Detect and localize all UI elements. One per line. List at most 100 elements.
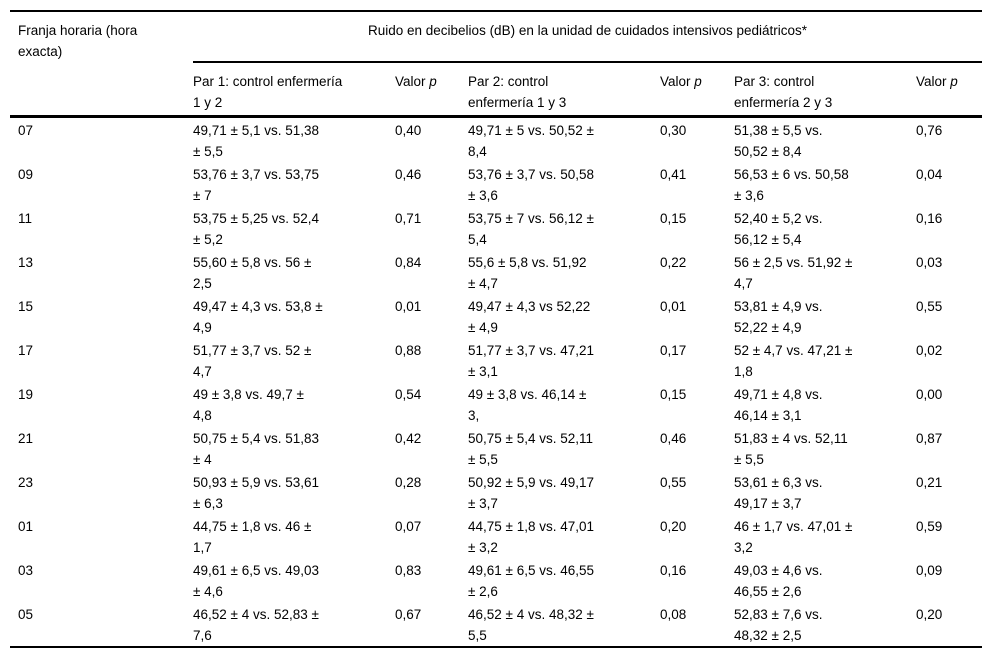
par1-pvalue-cell: 0,40: [395, 123, 422, 138]
table-row: 01 44,75 ± 1,8 vs. 46 ± 1,7 0,07 44,75 ±…: [10, 514, 982, 558]
par2-comparison-cell: 49 ± 3,8 vs. 46,14 ± 3,: [468, 387, 587, 423]
table-row: 05 46,52 ± 4 vs. 52,83 ± 7,6 0,67 46,52 …: [10, 602, 982, 647]
par2-pvalue-cell: 0,15: [660, 211, 687, 226]
hour-cell: 09: [18, 167, 34, 182]
p-symbol: p: [694, 74, 702, 89]
par3-pvalue-cell: 0,59: [916, 519, 943, 534]
par1-pvalue-cell: 0,67: [395, 607, 422, 622]
par3-comparison-cell: 52,40 ± 5,2 vs. 56,12 ± 5,4: [734, 211, 823, 247]
noise-table-container: Franja horaria (hora exacta) Ruido en de…: [10, 10, 982, 648]
par1-comparison-cell: 55,60 ± 5,8 vs. 56 ± 2,5: [193, 255, 312, 291]
par2-comparison-cell: 49,61 ± 6,5 vs. 46,55 ± 2,6: [468, 563, 594, 599]
par2-comparison-cell: 49,71 ± 5 vs. 50,52 ± 8,4: [468, 123, 594, 159]
table-row: 21 50,75 ± 5,4 vs. 51,83 ± 4 0,42 50,75 …: [10, 426, 982, 470]
par2-pvalue-cell: 0,30: [660, 123, 687, 138]
par1-comparison-cell: 49,71 ± 5,1 vs. 51,38 ± 5,5: [193, 123, 319, 159]
par1-pvalue-cell: 0,71: [395, 211, 422, 226]
par3-pvalue-cell: 0,20: [916, 607, 943, 622]
par2-comparison-cell: 53,75 ± 7 vs. 56,12 ± 5,4: [468, 211, 594, 247]
table-row: 19 49 ± 3,8 vs. 49,7 ± 4,8 0,54 49 ± 3,8…: [10, 382, 982, 426]
par2-comparison-cell: 51,77 ± 3,7 vs. 47,21 ± 3,1: [468, 343, 594, 379]
valor-label: Valor: [395, 74, 426, 89]
noise-levels-table: Franja horaria (hora exacta) Ruido en de…: [10, 10, 982, 648]
par3-comparison-cell: 51,38 ± 5,5 vs. 50,52 ± 8,4: [734, 123, 823, 159]
par2-comparison-cell: 55,6 ± 5,8 vs. 51,92 ± 4,7: [468, 255, 587, 291]
par2-comparison-cell: 46,52 ± 4 vs. 48,32 ± 5,5: [468, 607, 594, 643]
column-header-valor-p-1: Valor p: [395, 62, 468, 118]
p-symbol: p: [429, 74, 437, 89]
par2-comparison-cell: 53,76 ± 3,7 vs. 50,58 ± 3,6: [468, 167, 594, 203]
hour-cell: 03: [18, 563, 34, 578]
par1-comparison-cell: 46,52 ± 4 vs. 52,83 ± 7,6: [193, 607, 319, 643]
par1-pvalue-cell: 0,42: [395, 431, 422, 446]
par1-pvalue-cell: 0,88: [395, 343, 422, 358]
par1-comparison-cell: 49 ± 3,8 vs. 49,7 ± 4,8: [193, 387, 304, 423]
column-header-par1: Par 1: control enfermería 1 y 2: [193, 62, 395, 118]
par3-pvalue-cell: 0,76: [916, 123, 943, 138]
par2-pvalue-cell: 0,15: [660, 387, 687, 402]
par3-pvalue-cell: 0,87: [916, 431, 943, 446]
hour-cell: 05: [18, 607, 34, 622]
table-row: 03 49,61 ± 6,5 vs. 49,03 ± 4,6 0,83 49,6…: [10, 558, 982, 602]
table-row: 11 53,75 ± 5,25 vs. 52,4 ± 5,2 0,71 53,7…: [10, 206, 982, 250]
par3-pvalue-cell: 0,55: [916, 299, 943, 314]
par1-comparison-cell: 53,75 ± 5,25 vs. 52,4 ± 5,2: [193, 211, 319, 247]
p-symbol: p: [950, 74, 958, 89]
par1-comparison-cell: 50,75 ± 5,4 vs. 51,83 ± 4: [193, 431, 319, 467]
column-header-par2: Par 2: control enfermería 1 y 3: [468, 62, 660, 118]
par3-comparison-cell: 52,83 ± 7,6 vs. 48,32 ± 2,5: [734, 607, 823, 643]
par3-comparison-cell: 49,03 ± 4,6 vs. 46,55 ± 2,6: [734, 563, 823, 599]
par2-pvalue-cell: 0,01: [660, 299, 687, 314]
par3-pvalue-cell: 0,09: [916, 563, 943, 578]
par2-pvalue-cell: 0,20: [660, 519, 687, 534]
par3-pvalue-cell: 0,02: [916, 343, 943, 358]
par3-pvalue-cell: 0,00: [916, 387, 943, 402]
par3-comparison-cell: 49,71 ± 4,8 vs. 46,14 ± 3,1: [734, 387, 823, 423]
column-header-valor-p-2: Valor p: [660, 62, 734, 118]
par3-comparison-cell: 51,83 ± 4 vs. 52,11 ± 5,5: [734, 431, 848, 467]
par1-pvalue-cell: 0,46: [395, 167, 422, 182]
par1-comparison-cell: 51,77 ± 3,7 vs. 52 ± 4,7: [193, 343, 312, 379]
hour-cell: 11: [18, 211, 33, 226]
par1-comparison-cell: 49,61 ± 6,5 vs. 49,03 ± 4,6: [193, 563, 319, 599]
column-header-ruido-span: Ruido en decibelios (dB) en la unidad de…: [193, 11, 982, 63]
par2-comparison-cell: 50,92 ± 5,9 vs. 49,17 ± 3,7: [468, 475, 594, 511]
par2-pvalue-cell: 0,46: [660, 431, 687, 446]
par3-comparison-cell: 53,81 ± 4,9 vs. 52,22 ± 4,9: [734, 299, 823, 335]
par1-comparison-cell: 49,47 ± 4,3 vs. 53,8 ± 4,9: [193, 299, 323, 335]
par3-comparison-cell: 52 ± 4,7 vs. 47,21 ± 1,8: [734, 343, 853, 379]
hour-cell: 13: [18, 255, 34, 270]
table-body: 07 49,71 ± 5,1 vs. 51,38 ± 5,5 0,40 49,7…: [10, 117, 982, 648]
par2-pvalue-cell: 0,17: [660, 343, 687, 358]
hour-cell: 19: [18, 387, 34, 402]
header-row-top: Franja horaria (hora exacta) Ruido en de…: [10, 11, 982, 118]
par1-pvalue-cell: 0,01: [395, 299, 422, 314]
par1-comparison-cell: 44,75 ± 1,8 vs. 46 ± 1,7: [193, 519, 312, 555]
par3-comparison-cell: 56,53 ± 6 vs. 50,58 ± 3,6: [734, 167, 849, 203]
par1-comparison-cell: 50,93 ± 5,9 vs. 53,61 ± 6,3: [193, 475, 319, 511]
par2-pvalue-cell: 0,16: [660, 563, 687, 578]
par2-pvalue-cell: 0,41: [660, 167, 687, 182]
par3-pvalue-cell: 0,21: [916, 475, 943, 490]
par1-comparison-cell: 53,76 ± 3,7 vs. 53,75 ± 7: [193, 167, 319, 203]
valor-label: Valor: [660, 74, 691, 89]
par3-pvalue-cell: 0,04: [916, 167, 943, 182]
par2-comparison-cell: 50,75 ± 5,4 vs. 52,11 ± 5,5: [468, 431, 593, 467]
par2-comparison-cell: 44,75 ± 1,8 vs. 47,01 ± 3,2: [468, 519, 594, 555]
par1-pvalue-cell: 0,07: [395, 519, 422, 534]
table-row: 23 50,93 ± 5,9 vs. 53,61 ± 6,3 0,28 50,9…: [10, 470, 982, 514]
hour-cell: 15: [18, 299, 34, 314]
hour-cell: 17: [18, 343, 34, 358]
table-row: 17 51,77 ± 3,7 vs. 52 ± 4,7 0,88 51,77 ±…: [10, 338, 982, 382]
column-header-par3: Par 3: control enfermería 2 y 3: [734, 62, 916, 118]
par3-comparison-cell: 53,61 ± 6,3 vs. 49,17 ± 3,7: [734, 475, 823, 511]
par3-pvalue-cell: 0,03: [916, 255, 943, 270]
par1-pvalue-cell: 0,28: [395, 475, 422, 490]
hour-cell: 23: [18, 475, 34, 490]
column-header-valor-p-3: Valor p: [916, 62, 982, 118]
par1-pvalue-cell: 0,84: [395, 255, 422, 270]
par2-pvalue-cell: 0,22: [660, 255, 687, 270]
header-row-sub: Par 1: control enfermería 1 y 2 Valor p …: [10, 62, 982, 118]
valor-label: Valor: [916, 74, 947, 89]
table-row: 13 55,60 ± 5,8 vs. 56 ± 2,5 0,84 55,6 ± …: [10, 250, 982, 294]
